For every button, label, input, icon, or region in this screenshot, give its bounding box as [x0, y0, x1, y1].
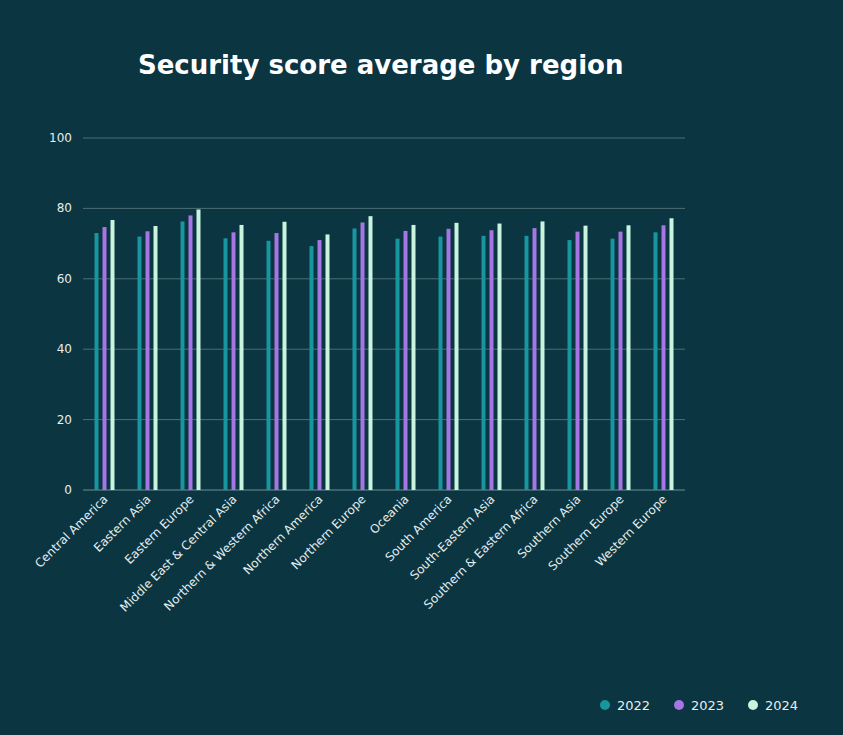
- bar: [627, 225, 631, 490]
- bars: [95, 209, 674, 490]
- x-tick-label: Oceania: [367, 492, 412, 537]
- bar: [283, 222, 287, 490]
- bar: [310, 246, 314, 490]
- x-tick-label: Southern Europe: [546, 492, 627, 573]
- bar: [498, 224, 502, 490]
- bar: [154, 226, 158, 490]
- bar: [181, 221, 185, 490]
- background: [0, 0, 843, 735]
- bar: [404, 231, 408, 490]
- bar: [412, 225, 416, 490]
- bar: [369, 216, 373, 490]
- bar: [611, 239, 615, 490]
- bar: [197, 209, 201, 490]
- y-tick-label: 80: [57, 201, 72, 215]
- bar: [267, 241, 271, 490]
- legend-swatch: [674, 700, 684, 710]
- bar: [490, 230, 494, 490]
- legend-swatch: [748, 700, 758, 710]
- x-tick-label: South-Eastern Asia: [407, 492, 497, 582]
- x-tick-label: Central America: [32, 492, 110, 570]
- title: Security score average by region: [138, 50, 623, 80]
- legend-label: 2024: [765, 698, 798, 713]
- bar: [103, 227, 107, 490]
- bar: [353, 228, 357, 490]
- bar: [584, 226, 588, 490]
- bar: [396, 239, 400, 490]
- x-tick-label: Northern America: [240, 492, 325, 577]
- y-axis: [83, 138, 84, 490]
- bar: [318, 240, 322, 490]
- x-tick-label: Western Europe: [592, 492, 669, 569]
- grid-line: [83, 419, 685, 420]
- bar: [240, 225, 244, 490]
- bar: [232, 232, 236, 490]
- bar: [138, 237, 142, 490]
- bar: [568, 240, 572, 490]
- legend-label: 2022: [617, 698, 650, 713]
- bar: [525, 236, 529, 490]
- bar: [95, 233, 99, 490]
- bar: [146, 231, 150, 490]
- bar: [533, 228, 537, 490]
- bar: [361, 222, 365, 490]
- bar: [654, 232, 658, 490]
- bar: [482, 236, 486, 490]
- bar: [662, 225, 666, 490]
- grid-line: [83, 278, 685, 279]
- bar: [541, 221, 545, 490]
- y-tick-label: 60: [57, 272, 72, 286]
- bar: [189, 215, 193, 490]
- chart: Security score average by region 0 20 40 60 8…: [0, 0, 843, 735]
- legend-label: 2023: [691, 698, 724, 713]
- bar: [619, 232, 623, 490]
- bar: [224, 238, 228, 490]
- bar: [447, 229, 451, 490]
- bar: [439, 237, 443, 490]
- bar: [670, 218, 674, 490]
- bar: [326, 234, 330, 490]
- y-tick-label: 100: [49, 131, 72, 145]
- y-tick-label: 20: [57, 413, 72, 427]
- x-tick-label: Northern Europe: [289, 492, 369, 572]
- bar: [111, 220, 115, 490]
- legend: 2022 2023 2024: [600, 698, 798, 713]
- grid-line: [83, 208, 685, 209]
- bar: [455, 223, 459, 490]
- grid-line: [83, 490, 685, 491]
- y-tick-label: 0: [64, 483, 72, 497]
- grid-line: [83, 138, 685, 139]
- bar: [576, 232, 580, 490]
- y-tick-label: 40: [57, 342, 72, 356]
- grid-line: [83, 349, 685, 350]
- bar: [275, 233, 279, 490]
- legend-swatch: [600, 700, 610, 710]
